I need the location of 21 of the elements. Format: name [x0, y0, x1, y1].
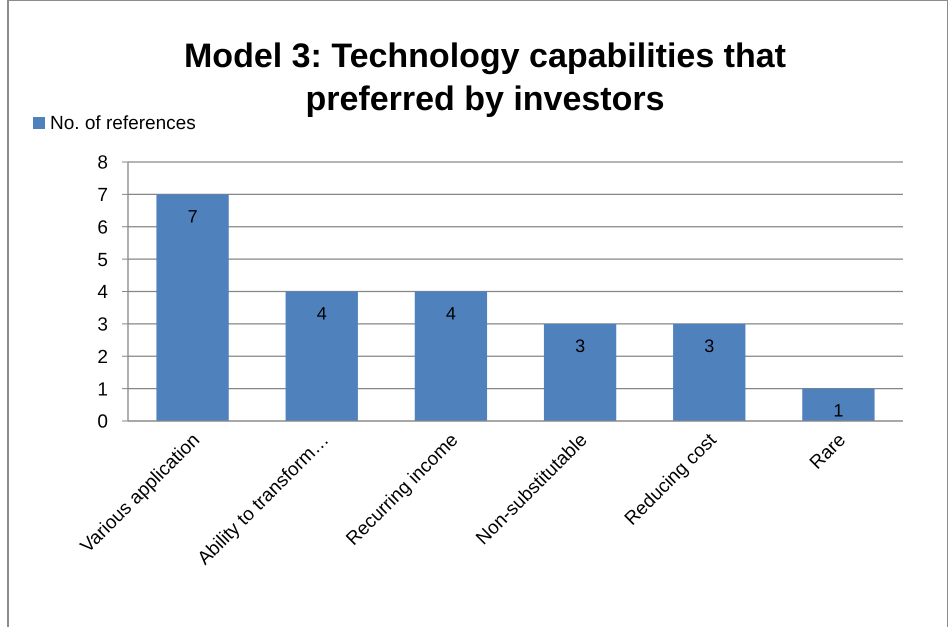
bar: [414, 292, 488, 421]
bar: [156, 194, 229, 421]
y-tick-label: 3: [97, 314, 108, 336]
data-label: 3: [704, 336, 714, 356]
data-label: 4: [446, 304, 456, 324]
y-tick-label: 7: [97, 185, 108, 206]
y-tick-label: 2: [97, 346, 108, 368]
y-tick-label: 6: [97, 217, 108, 238]
data-label: 3: [575, 336, 586, 356]
y-tick-label: 1: [97, 379, 108, 400]
y-tick-label: 4: [97, 282, 108, 304]
data-label: 7: [188, 206, 198, 226]
y-tick-label: 0: [97, 412, 108, 433]
bar: [673, 324, 746, 421]
bar: [544, 324, 616, 421]
y-tick-label: 5: [97, 250, 108, 271]
data-label: 1: [833, 400, 844, 421]
bar: [802, 388, 875, 421]
bar: [286, 292, 358, 421]
y-tick-label: 8: [97, 152, 108, 174]
data-label: 4: [316, 304, 327, 324]
